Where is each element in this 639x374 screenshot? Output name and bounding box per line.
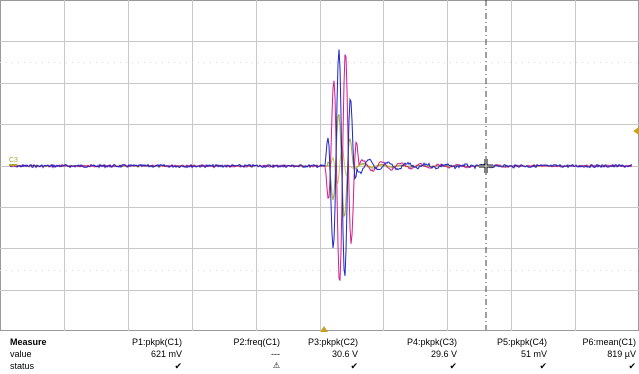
checkmark-icon: ✔ [174,361,182,371]
measure-value: 29.6 V [430,349,457,359]
checkmark-icon: ✔ [539,361,547,371]
measure-col-name[interactable]: P4:pkpk(C3) [406,337,457,347]
checkmark-icon: ✔ [350,361,358,371]
checkmark-icon: ✔ [628,361,636,371]
measure-value: 51 mV [520,349,547,359]
measure-col-name[interactable]: P5:pkpk(C4) [496,337,547,347]
oscilloscope-display[interactable]: C3 [0,0,639,332]
measure-value-row: value 621 mV --- 30.6 V 29.6 V 51 mV 819… [0,348,639,360]
measure-value: 819 µV [607,349,636,359]
triangle-up-icon[interactable] [320,326,328,332]
triangle-left-icon[interactable] [633,127,639,135]
value-row-label: value [10,349,32,359]
measure-title: Measure [10,337,47,347]
crosshair-cursor-icon[interactable] [479,159,493,173]
trace-c2 [9,54,633,281]
waveform-traces [9,49,633,281]
measure-table: Measure P1:pkpk(C1) P2:freq(C1) P3:pkpk(… [0,335,639,374]
measure-col-name[interactable]: P2:freq(C1) [233,337,280,347]
measure-col-name[interactable]: P1:pkpk(C1) [131,337,182,347]
measure-value: --- [271,349,280,359]
measure-col-name[interactable]: P3:pkpk(C2) [307,337,358,347]
status-row-label: status [10,361,35,371]
waveform-plot[interactable]: C3 [0,0,639,332]
measure-value: 621 mV [150,349,182,359]
channel-marker-label: C3 [9,157,18,164]
warning-icon: ⚠ [272,361,280,370]
measure-header-row: Measure P1:pkpk(C1) P2:freq(C1) P3:pkpk(… [0,336,639,348]
measure-value: 30.6 V [331,349,358,359]
checkmark-icon: ✔ [449,361,457,371]
trace-c1 [9,49,633,276]
measure-col-name[interactable]: P6:mean(C1) [582,337,636,347]
measure-status-row: status ✔ ⚠ ✔ ✔ ✔ ✔ [0,360,639,372]
